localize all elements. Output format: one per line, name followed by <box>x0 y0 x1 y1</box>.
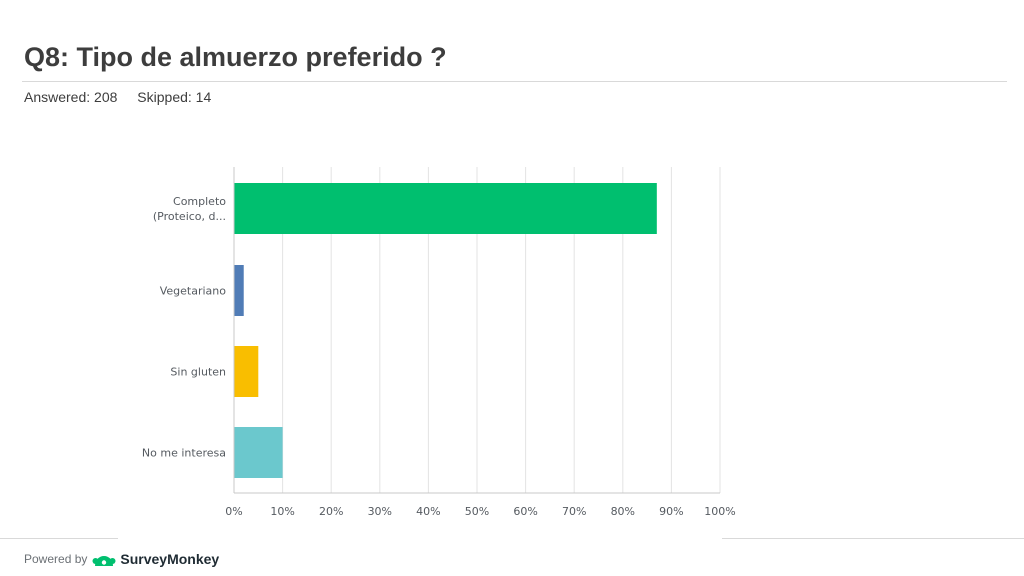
title-divider <box>22 81 1007 82</box>
x-tick-label: 100% <box>704 505 735 518</box>
page-title: Q8: Tipo de almuerzo preferido ? <box>24 42 447 72</box>
x-axis-tick-labels: 0% 10% 20% 30% 40% 50% 60% 70% 80% 90% 100% <box>225 505 735 518</box>
footer-divider-left <box>0 538 118 539</box>
response-stats: Answered: 208 Skipped: 14 <box>24 89 211 105</box>
category-labels: Completo (Proteico, d... Vegetariano Sin gl… <box>142 195 226 460</box>
x-tick-label: 90% <box>659 505 683 518</box>
bar[interactable] <box>234 427 283 478</box>
footer: Powered by SurveyMonkey <box>24 549 219 569</box>
answered-count: Answered: 208 <box>24 89 118 105</box>
category-label: Vegetariano <box>160 285 227 298</box>
bar[interactable] <box>234 265 244 316</box>
surveymonkey-brand[interactable]: SurveyMonkey <box>120 551 220 567</box>
bar[interactable] <box>234 346 259 397</box>
x-tick-label: 10% <box>270 505 294 518</box>
bar[interactable] <box>234 183 657 234</box>
category-label: No me interesa <box>142 447 226 460</box>
x-tick-label: 60% <box>513 505 537 518</box>
x-tick-label: 40% <box>416 505 440 518</box>
category-label: Sin gluten <box>170 366 226 379</box>
footer-divider-right <box>722 538 1024 539</box>
x-tick-label: 70% <box>562 505 586 518</box>
chart-bars <box>234 183 657 478</box>
category-label: Completo (Proteico, d... <box>153 195 226 223</box>
powered-by-text: Powered by <box>24 552 88 566</box>
surveymonkey-logo-icon[interactable] <box>92 551 116 567</box>
x-tick-label: 0% <box>225 505 242 518</box>
skipped-count: Skipped: 14 <box>137 89 212 105</box>
x-tick-label: 30% <box>368 505 392 518</box>
x-tick-label: 50% <box>465 505 489 518</box>
x-tick-label: 80% <box>611 505 635 518</box>
x-tick-label: 20% <box>319 505 343 518</box>
